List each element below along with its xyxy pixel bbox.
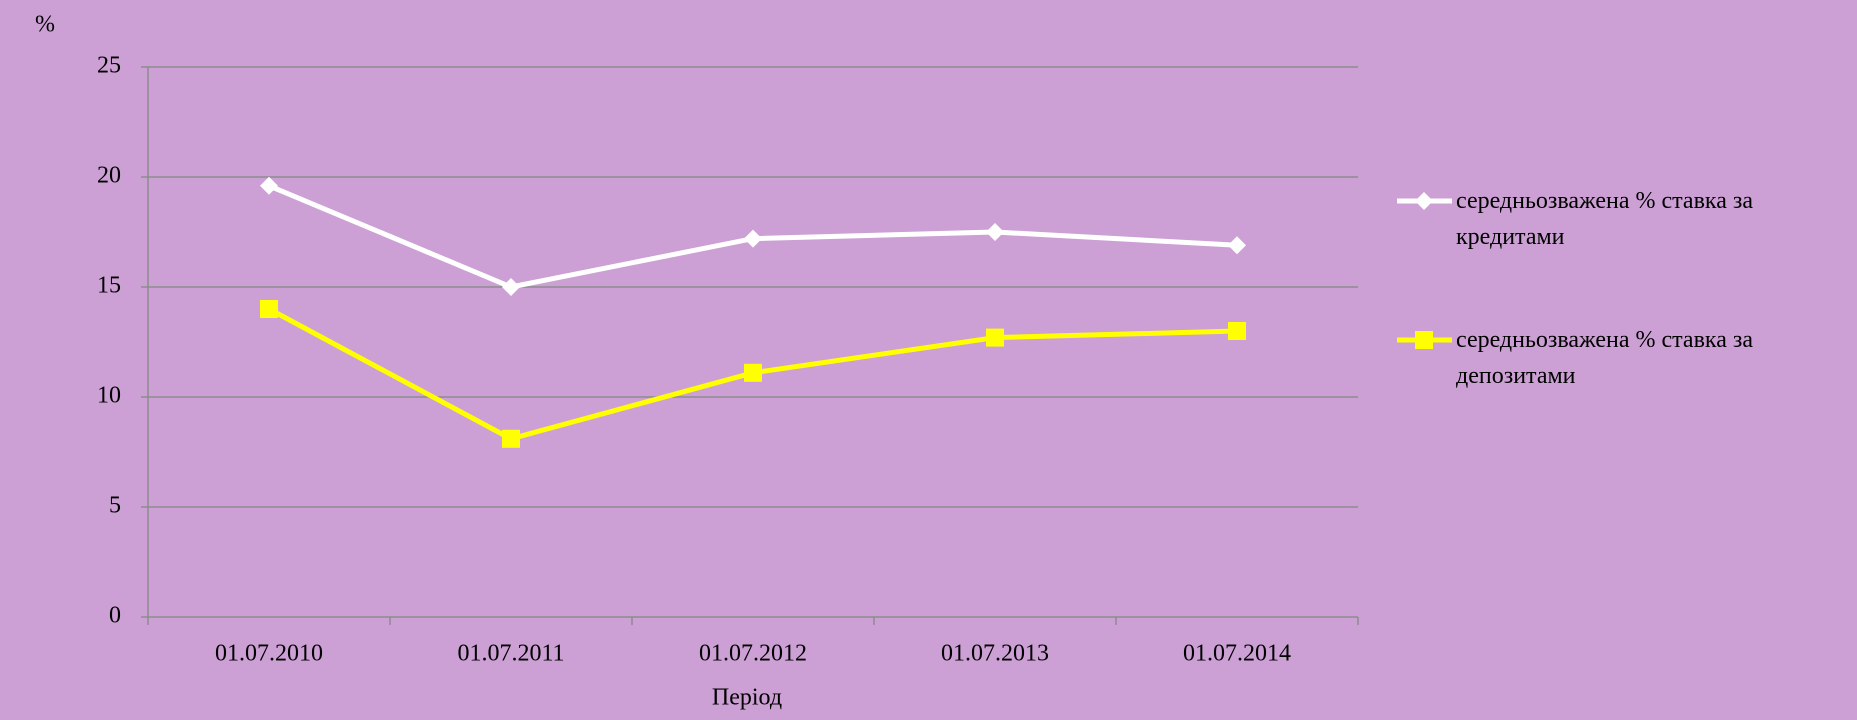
y-tick-label: 0 [109, 603, 121, 629]
marker [1228, 322, 1246, 340]
legend-marker [1415, 331, 1433, 349]
y-tick-label: 20 [97, 163, 121, 189]
marker [744, 229, 762, 248]
x-tick-label: 01.07.2013 [941, 641, 1049, 667]
marker [986, 328, 1004, 347]
x-axis-label: Період [712, 685, 782, 711]
legend-label: середньозважена % ставка за кредитами [1456, 188, 1753, 250]
marker [502, 429, 520, 448]
y-tick-label: 5 [109, 493, 121, 519]
marker [1228, 236, 1246, 255]
x-tick-label: 01.07.2010 [215, 641, 323, 667]
x-tick-label: 01.07.2012 [699, 641, 807, 667]
marker [986, 223, 1004, 241]
legend-label: середньозважена % ставка за депозитами [1456, 327, 1753, 389]
x-tick-label: 01.07.2011 [457, 641, 564, 667]
marker [502, 278, 520, 296]
marker [744, 363, 762, 382]
legend-marker [1415, 192, 1433, 210]
y-tick-label: 10 [97, 383, 121, 409]
y-tick-label: 15 [97, 273, 121, 299]
x-tick-label: 01.07.2014 [1183, 641, 1291, 667]
y-tick-label: 25 [97, 53, 121, 79]
marker [260, 300, 278, 318]
y-axis-label: % [35, 12, 55, 38]
marker [260, 176, 278, 195]
